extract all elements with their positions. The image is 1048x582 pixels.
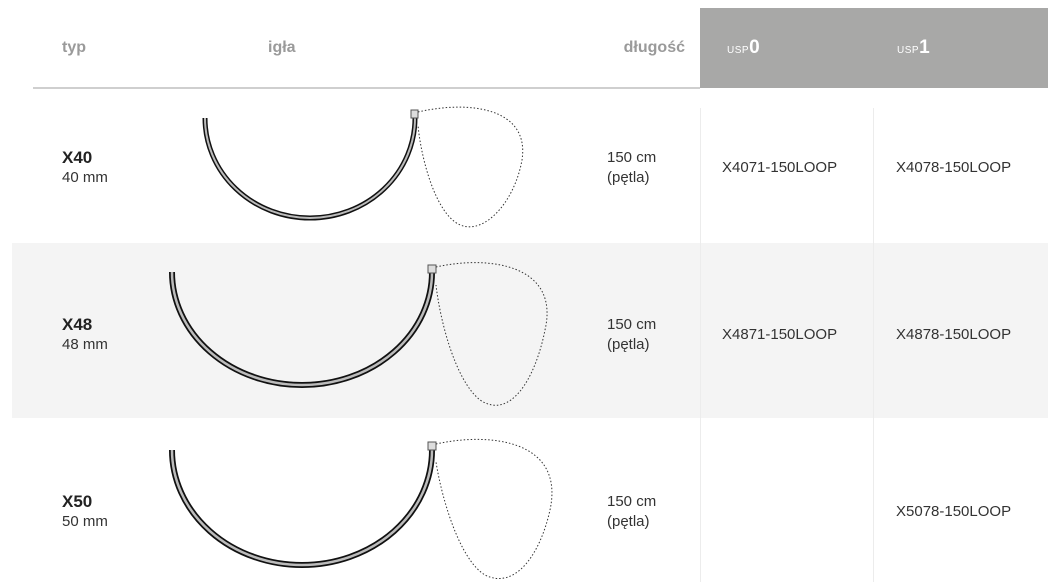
header-length: długość [623,39,685,56]
header-line [33,87,700,89]
type-code: X40 [62,148,93,167]
length-note: (pętla) [607,169,650,186]
usp-header-background [700,8,1048,88]
length-note: (pętla) [607,513,650,530]
length: 150 cm [607,149,657,166]
column-separator [873,108,874,582]
product-number: X5078-150LOOP [896,503,1012,520]
needle [169,262,548,406]
usp-value: 1 [919,37,930,58]
type-size: 50 mm [62,513,108,530]
length: 150 cm [607,316,657,333]
header-type: typ [62,39,86,56]
length: 150 cm [607,493,657,510]
length-note: (pętla) [607,336,650,353]
product-number: X4078-150LOOP [896,159,1012,176]
row-background [12,243,1048,418]
usp-prefix: USP [727,45,750,56]
type-size: 40 mm [62,169,108,186]
header-usp: USP0 [727,8,760,88]
usp-value: 0 [749,37,760,58]
header-needle: igła [268,39,296,56]
type-code: X50 [62,492,93,511]
type-size: 48 mm [62,336,108,353]
product-number: X4871-150LOOP [722,326,838,343]
header-usp: USP1 [897,8,930,88]
usp-prefix: USP [897,45,920,56]
needle [202,106,524,228]
product-number: X4878-150LOOP [896,326,1012,343]
needle [169,438,553,580]
type-code: X48 [62,315,93,334]
column-separator [700,108,701,582]
product-number: X4071-150LOOP [722,159,838,176]
